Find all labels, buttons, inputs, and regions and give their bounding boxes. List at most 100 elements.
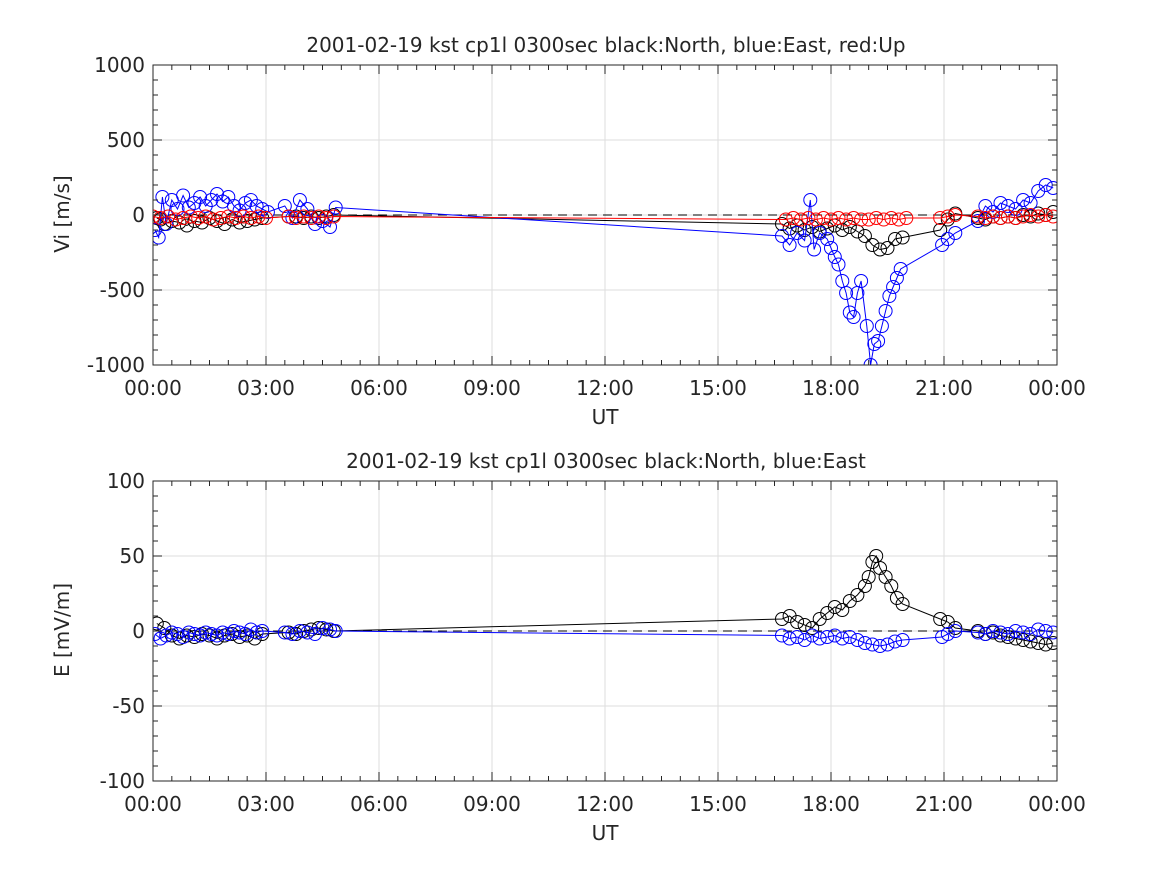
data-point-east — [895, 633, 910, 647]
data-point-up — [940, 209, 955, 224]
y-tick-label: -100 — [100, 769, 145, 793]
data-point-east — [227, 624, 241, 638]
data-point-east — [153, 230, 166, 245]
data-point-east — [874, 319, 889, 333]
data-point-east — [873, 639, 887, 653]
data-point-up — [221, 209, 236, 224]
efield-data-marks — [153, 549, 1057, 653]
data-point-north — [873, 242, 887, 257]
data-point-up — [176, 211, 191, 225]
data-point-east — [775, 628, 789, 643]
data-point-east — [807, 242, 822, 257]
x-tick-label: 09:00 — [463, 376, 521, 400]
data-point-up — [153, 211, 168, 225]
data-point-east — [1001, 199, 1015, 213]
data-point-up — [891, 212, 906, 227]
data-point-north — [933, 223, 948, 237]
data-point-north — [1023, 634, 1038, 649]
data-point-east — [878, 304, 893, 318]
velocity-chart: 2001-02-19 kst cp1l 0300sec black:North,… — [50, 33, 1086, 429]
x-tick-label: 21:00 — [915, 792, 973, 816]
series-group — [153, 178, 1057, 365]
data-point-north — [895, 230, 910, 245]
y-tick-label: 500 — [107, 128, 145, 152]
data-point-north — [835, 603, 850, 617]
data-point-up — [289, 211, 304, 225]
data-point-east — [204, 627, 219, 641]
data-point-up — [876, 212, 891, 227]
data-point-north — [861, 570, 876, 584]
data-point-up — [884, 211, 899, 225]
data-point-up — [259, 211, 273, 225]
y-tick-label: -500 — [100, 278, 145, 302]
data-point-east — [805, 628, 820, 643]
data-point-east — [882, 289, 897, 303]
data-point-up — [986, 209, 1000, 224]
data-point-up — [1046, 209, 1057, 224]
data-point-up — [793, 212, 808, 227]
data-point-east — [978, 627, 993, 641]
data-point-up — [993, 211, 1008, 225]
data-point-north — [895, 597, 910, 611]
series-group — [153, 549, 1057, 653]
data-point-east — [886, 280, 901, 294]
data-point-north — [153, 616, 164, 631]
data-point-east — [176, 188, 191, 203]
data-point-east — [238, 627, 253, 641]
data-point-east — [1008, 202, 1023, 216]
data-point-north — [880, 241, 895, 255]
data-point-east — [812, 631, 827, 646]
data-point-up — [869, 211, 884, 225]
data-point-up — [296, 209, 311, 224]
data-point-east — [842, 305, 857, 320]
data-point-up — [168, 212, 183, 227]
data-point-east — [857, 636, 872, 650]
data-point-east — [970, 625, 985, 640]
data-point-north — [1031, 206, 1046, 221]
y-tick-label: 0 — [132, 203, 145, 227]
data-point-up — [228, 211, 243, 225]
data-point-north — [857, 229, 872, 243]
x-tick-label: 00:00 — [1028, 792, 1086, 816]
velocity-chart-title: 2001-02-19 kst cp1l 0300sec black:North,… — [306, 33, 905, 57]
data-point-up — [236, 209, 251, 224]
data-point-east — [797, 633, 812, 647]
data-point-up — [786, 211, 801, 225]
data-point-east — [831, 257, 846, 272]
data-point-east — [824, 241, 838, 255]
data-point-east — [867, 337, 882, 351]
data-point-east — [893, 262, 908, 276]
data-point-east — [1023, 196, 1038, 210]
data-point-up — [831, 211, 846, 225]
data-point-east — [215, 625, 230, 640]
data-point-east — [300, 202, 315, 216]
data-point-up — [281, 209, 296, 224]
data-point-east — [863, 358, 878, 365]
data-point-north — [993, 628, 1008, 643]
data-point-east — [842, 630, 857, 644]
data-point-east — [181, 625, 196, 640]
data-point-up — [839, 212, 854, 227]
data-point-east — [970, 214, 985, 228]
data-point-east — [948, 226, 963, 240]
data-point-up — [319, 211, 334, 225]
x-tick-label: 18:00 — [802, 376, 860, 400]
data-point-up — [213, 211, 228, 225]
velocity-ticks: 00:00 03:00 06:00 09:00 12:00 15:00 18:00 21:00… — [87, 53, 1086, 400]
y-tick-label: 0 — [132, 619, 145, 643]
data-point-east — [790, 630, 805, 644]
data-point-east — [315, 621, 330, 635]
data-point-east — [1001, 627, 1015, 641]
data-point-east — [323, 220, 337, 234]
x-tick-label: 09:00 — [463, 792, 521, 816]
data-point-north — [820, 221, 835, 236]
x-tick-label: 00:00 — [124, 792, 182, 816]
data-point-up — [153, 209, 160, 224]
data-point-east — [1023, 627, 1038, 641]
data-point-east — [782, 631, 797, 646]
data-point-east — [153, 223, 162, 237]
data-point-up — [1023, 208, 1038, 222]
data-point-north — [884, 579, 899, 593]
data-point-up — [183, 209, 198, 224]
efield-chart-title: 2001-02-19 kst cp1l 0300sec black:North,… — [346, 449, 866, 473]
